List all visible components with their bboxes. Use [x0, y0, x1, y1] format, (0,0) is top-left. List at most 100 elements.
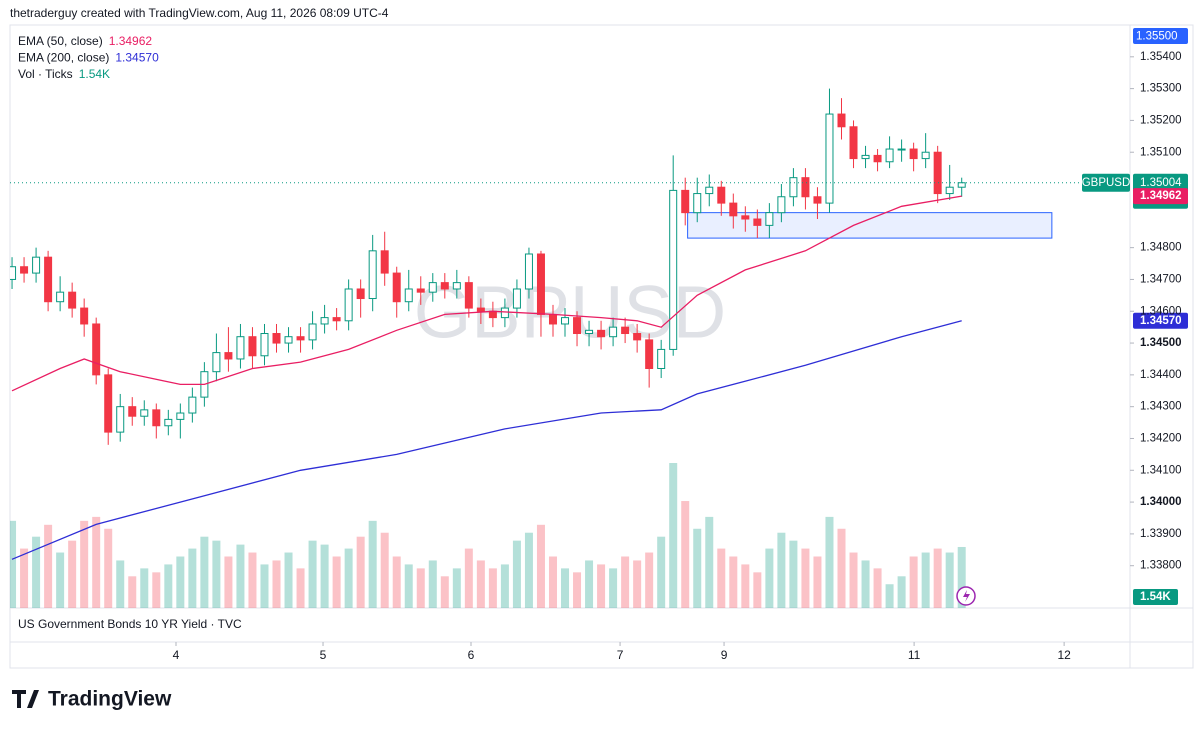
legend-value: 1.34570 — [115, 51, 159, 65]
y-tick-label: 1.34000 — [1140, 496, 1182, 508]
volume-bar — [260, 564, 269, 608]
brand-logo — [12, 690, 39, 708]
candle-body — [777, 196, 786, 214]
volume-bar — [741, 564, 750, 608]
volume-bar — [284, 552, 293, 608]
volume-bar — [609, 568, 618, 608]
candle-body — [308, 323, 317, 341]
candle-body — [885, 148, 894, 163]
volume-bar — [897, 576, 906, 608]
volume-bar — [561, 568, 570, 608]
candle-body — [392, 272, 401, 303]
volume-bar — [20, 548, 29, 608]
y-tick-label: 1.34700 — [1140, 273, 1182, 285]
candle-body — [957, 182, 966, 188]
volume-bar — [236, 544, 245, 608]
x-tick-label: 11 — [908, 648, 921, 662]
candle-body — [945, 186, 954, 195]
candle-body — [116, 406, 125, 433]
candle-body — [176, 412, 185, 420]
volume-bar — [212, 540, 221, 608]
volume-bar — [248, 552, 257, 608]
volume-bar — [873, 568, 882, 608]
volume-tag — [1133, 589, 1178, 605]
candle-body — [212, 352, 221, 373]
candle-body — [861, 154, 870, 160]
volume-bar — [657, 536, 666, 608]
candle-body — [296, 336, 305, 341]
candle-body — [56, 291, 65, 303]
candle-body — [837, 113, 846, 128]
y-tick-label: 1.34800 — [1140, 242, 1182, 254]
candle-body — [669, 189, 678, 350]
candle-body — [68, 291, 77, 309]
volume-bar — [188, 548, 197, 608]
candle-body — [512, 288, 521, 309]
volume-bar — [813, 556, 822, 608]
candle-body — [320, 317, 329, 325]
candle-body — [657, 348, 666, 370]
candle-body — [80, 307, 89, 325]
candle-body — [260, 333, 269, 357]
volume-bar — [500, 564, 509, 608]
candle-body — [380, 250, 389, 274]
volume-bar — [681, 501, 690, 608]
volume-bar — [368, 520, 377, 608]
volume-bar — [416, 568, 425, 608]
header: thetraderguy created with TradingView.co… — [10, 6, 389, 20]
volume-bar — [56, 552, 65, 608]
candle-body — [573, 317, 582, 335]
candle-body — [801, 177, 810, 198]
volume-bar — [308, 540, 317, 608]
plot — [10, 88, 1053, 608]
volume-bar — [861, 560, 870, 608]
candle-body — [753, 218, 762, 226]
candle-body — [248, 336, 257, 357]
candle-body — [32, 256, 41, 274]
candle-body — [488, 310, 497, 319]
volume-bar — [933, 548, 942, 608]
y-tick-label: 1.35500 — [1136, 31, 1178, 43]
volume-bar — [753, 572, 762, 608]
candle-body — [152, 409, 161, 427]
ema-tag-label: 1.34962 — [1140, 190, 1182, 202]
volume-bar — [128, 576, 137, 608]
volume-bar — [729, 556, 738, 608]
volume-bar — [849, 552, 858, 608]
volume-bar — [104, 528, 113, 608]
candle-body — [332, 317, 341, 322]
ema-line — [11, 320, 962, 560]
candle-body — [548, 313, 557, 325]
volume-bar — [176, 556, 185, 608]
volume-bar — [705, 516, 714, 608]
legend-value: 1.34962 — [109, 34, 153, 48]
symbol-tag-label: GBPUSD — [1082, 177, 1131, 189]
candle-body — [164, 418, 173, 427]
candle-body — [500, 307, 509, 319]
y-tick-label: 1.33900 — [1140, 528, 1182, 540]
volume-bar — [476, 560, 485, 608]
candle-body — [921, 151, 930, 160]
candle-body — [128, 406, 137, 417]
ema-tag — [1133, 188, 1188, 205]
volume-bar — [392, 556, 401, 608]
volume-bar — [765, 548, 774, 608]
candle-body — [284, 336, 293, 344]
frame — [9, 24, 1194, 669]
y-tick-label: 1.33800 — [1140, 560, 1182, 572]
candle-body — [741, 215, 750, 220]
candle-body — [404, 288, 413, 303]
candle-body — [428, 282, 437, 293]
volume-bar — [44, 524, 53, 608]
legend-name: EMA (50, close) — [18, 34, 103, 48]
volume-bar — [777, 532, 786, 608]
candle-body — [729, 202, 738, 217]
y-tick-label: 1.34100 — [1140, 464, 1182, 476]
volume-bar — [645, 552, 654, 608]
candle-body — [188, 396, 197, 414]
price-zone — [687, 212, 1053, 239]
volume-bar — [597, 564, 606, 608]
volume-bar — [825, 516, 834, 608]
candle-body — [20, 266, 29, 274]
